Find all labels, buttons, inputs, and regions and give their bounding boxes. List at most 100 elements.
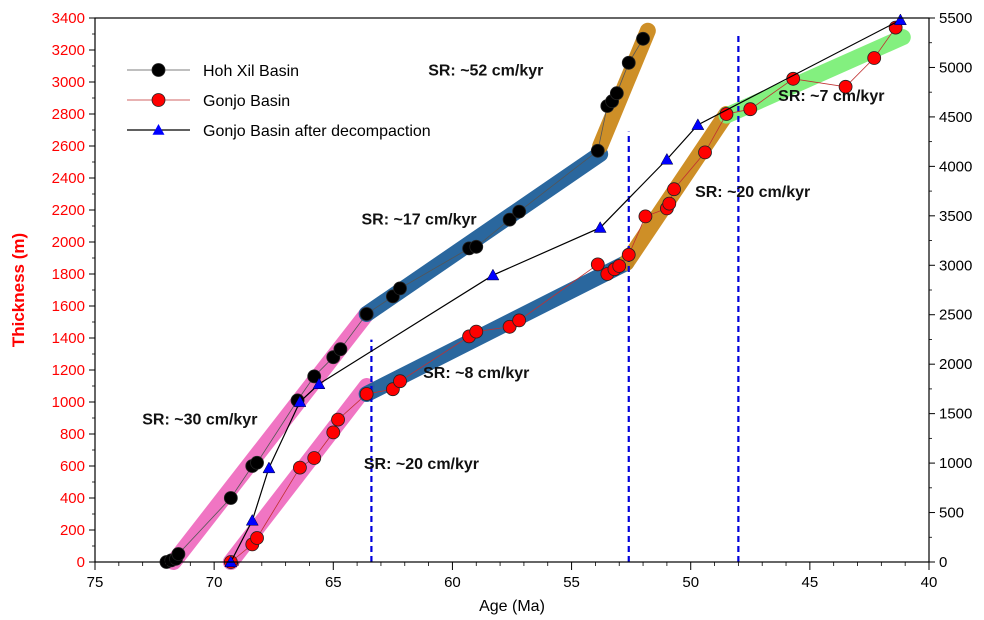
y-axis-title: Thickness (m) [9,233,28,347]
data-point [612,259,627,273]
data-point [486,268,500,281]
x-tick-label: 65 [325,574,342,591]
annotations: SR: ~52 cm/kyr SR: ~17 cm/kyr SR: ~20 cm/k… [142,63,884,474]
sr-annotation: SR: ~7 cm/kyr [778,88,884,105]
y2-tick-label: 5000 [939,59,972,76]
y2-tick-label: 4000 [939,158,972,175]
data-point [593,221,607,233]
sr-annotation: SR: ~20 cm/kyr [364,456,479,473]
data-point [743,102,758,117]
sr-band [592,22,656,154]
data-point [262,461,276,474]
y-tick-label: 3200 [52,42,85,59]
sr-annotation: SR: ~17 cm/kyr [361,211,476,228]
y-tick-label: 2400 [52,170,85,187]
data-point [359,387,374,401]
data-point [326,425,341,440]
y-tick-label: 200 [60,522,85,539]
legend-label: Hoh Xil Basin [203,63,299,80]
data-point [590,257,605,272]
y2-tick-label: 2000 [939,356,972,373]
data-point [250,531,264,545]
y-axis-left: 0 200 400 600 800 1000 1200 1400 1600 1800 2000 220… [52,10,95,571]
data-point [512,313,527,328]
y2-tick-label: 1000 [939,455,972,472]
x-tick-label: 45 [802,574,819,591]
legend-label: Gonjo Basin [203,93,290,110]
y2-tick-label: 3000 [939,257,972,274]
y2-tick-label: 1500 [939,406,972,423]
data-point [502,319,517,334]
data-point [331,412,345,427]
data-point [312,377,326,390]
y-tick-label: 2200 [52,202,85,219]
legend: Hoh Xil Basin Gonjo Basin Gonjo Basin afte… [127,63,431,140]
legend-marker [151,93,166,107]
y-tick-label: 2000 [52,234,85,251]
data-point [250,455,264,470]
data-point [786,71,801,86]
data-point [621,55,636,70]
y2-tick-label: 2500 [939,307,972,324]
x-tick-label: 75 [87,574,104,591]
x-axis: 75 70 65 60 55 50 45 40 [87,562,938,591]
y-tick-label: 600 [60,458,85,475]
y-tick-label: 1200 [52,362,85,379]
data-point [293,460,307,475]
data-point [698,145,712,160]
data-point [590,143,605,158]
y-tick-label: 800 [60,426,85,443]
data-point [636,31,650,46]
x-tick-label: 55 [563,574,580,591]
data-point [359,307,374,321]
vertical-lines [370,34,740,562]
y-tick-label: 1600 [52,298,85,315]
data-point [638,209,653,224]
y-tick-label: 1000 [52,394,85,411]
y-tick-label: 3000 [52,74,85,91]
x-tick-label: 70 [206,574,223,591]
data-point [609,86,624,101]
x-tick-label: 50 [682,574,699,591]
x-tick-label: 40 [921,574,938,591]
data-point [893,13,907,26]
sr-annotation: SR: ~52 cm/kyr [428,63,543,80]
data-point [223,491,238,505]
data-point [502,212,517,227]
data-point [662,196,677,211]
data-point [245,513,259,526]
y2-tick-label: 500 [939,505,964,522]
sr-band [718,29,911,124]
data-point [469,239,484,254]
y-tick-label: 0 [77,554,85,571]
data-point [667,182,681,197]
y-tick-label: 1800 [52,266,85,283]
data-point [691,118,705,130]
x-axis-title: Age (Ma) [479,598,545,615]
data-point [171,547,186,561]
x-tick-label: 60 [444,574,461,591]
data-point [621,247,636,262]
y2-tick-label: 4500 [939,109,972,126]
sr-annotation: SR: ~20 cm/kyr [695,184,810,201]
data-point [660,152,674,165]
data-point [512,204,527,219]
legend-label: Gonjo Basin after decompaction [203,123,431,140]
y-tick-label: 400 [60,490,85,507]
data-point [393,374,407,389]
legend-marker [152,124,165,135]
y2-tick-label: 0 [939,554,947,571]
data-point [838,79,853,94]
data-point [393,281,407,296]
data-point [333,342,348,357]
data-point [469,324,484,339]
y-tick-label: 3400 [52,10,85,27]
data-point [293,395,307,407]
data-point [307,369,322,384]
y-tick-label: 2600 [52,138,85,155]
series-group [159,13,907,569]
y2-tick-label: 3500 [939,208,972,225]
series-line [230,19,901,563]
y-axis-right: 0 500 1000 1500 2000 2500 3000 3500 4000 4500 5000… [929,10,972,571]
